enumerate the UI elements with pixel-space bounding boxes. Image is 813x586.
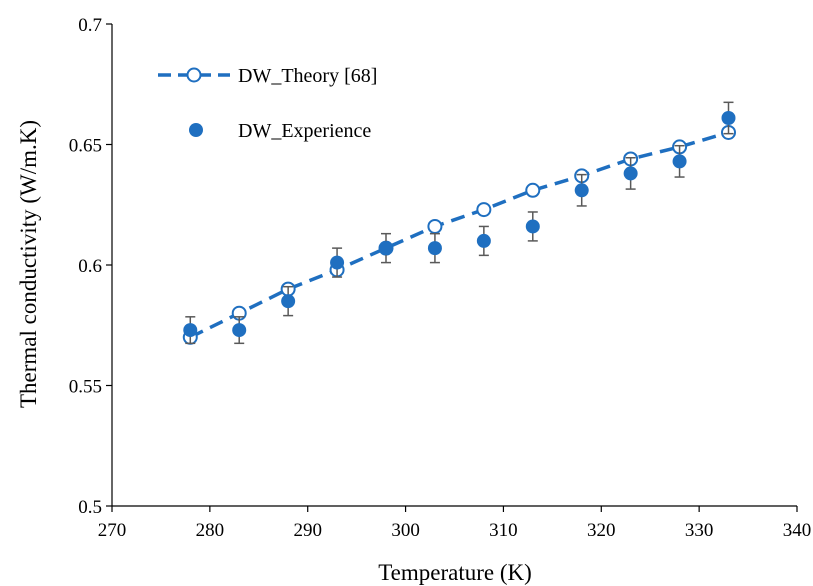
- series-dw-experience: [183, 101, 736, 345]
- x-tick-label: 320: [587, 520, 616, 541]
- legend-experience-marker: [189, 123, 203, 137]
- experience-point: [623, 166, 638, 181]
- x-tick-label: 270: [98, 520, 127, 541]
- x-axis-ticks: 270 280 290 300 310 320 330 340: [98, 506, 812, 541]
- experience-point: [183, 323, 198, 338]
- y-tick-label: 0.5: [78, 497, 102, 518]
- theory-point: [427, 218, 443, 234]
- experience-point: [379, 241, 393, 256]
- legend-experience-label: DW_Experience: [238, 120, 371, 142]
- experience-point: [427, 241, 442, 256]
- y-tick-label: 0.7: [78, 15, 102, 36]
- y-axis-ticks: 0.5 0.55 0.6 0.65 0.7: [69, 15, 112, 518]
- experience-point: [281, 294, 296, 309]
- experience-point: [330, 255, 345, 270]
- legend-theory-marker: [186, 67, 202, 83]
- theory-point: [525, 182, 541, 198]
- x-tick-label: 340: [783, 520, 812, 541]
- experience-point: [476, 233, 491, 248]
- theory-dashed-line: [189, 130, 729, 339]
- y-tick-label: 0.55: [69, 377, 102, 398]
- experience-point: [232, 323, 247, 338]
- theory-point: [476, 202, 492, 218]
- x-axis-title: Temperature (K): [378, 560, 532, 585]
- y-tick-label: 0.65: [69, 136, 102, 157]
- legend: DW_Theory [68] DW_Experience: [158, 65, 377, 142]
- x-tick-label: 280: [196, 520, 225, 541]
- x-tick-label: 290: [293, 520, 322, 541]
- x-tick-label: 310: [489, 520, 518, 541]
- experience-point: [525, 219, 540, 234]
- experience-point: [672, 154, 687, 169]
- y-tick-label: 0.6: [78, 256, 102, 277]
- experience-point: [721, 110, 736, 125]
- x-tick-label: 330: [685, 520, 714, 541]
- experience-point: [574, 183, 589, 198]
- legend-theory-label: DW_Theory [68]: [238, 65, 377, 87]
- x-tick-label: 300: [391, 520, 420, 541]
- y-axis-title: Thermal conductivity (W/m.K): [16, 120, 41, 408]
